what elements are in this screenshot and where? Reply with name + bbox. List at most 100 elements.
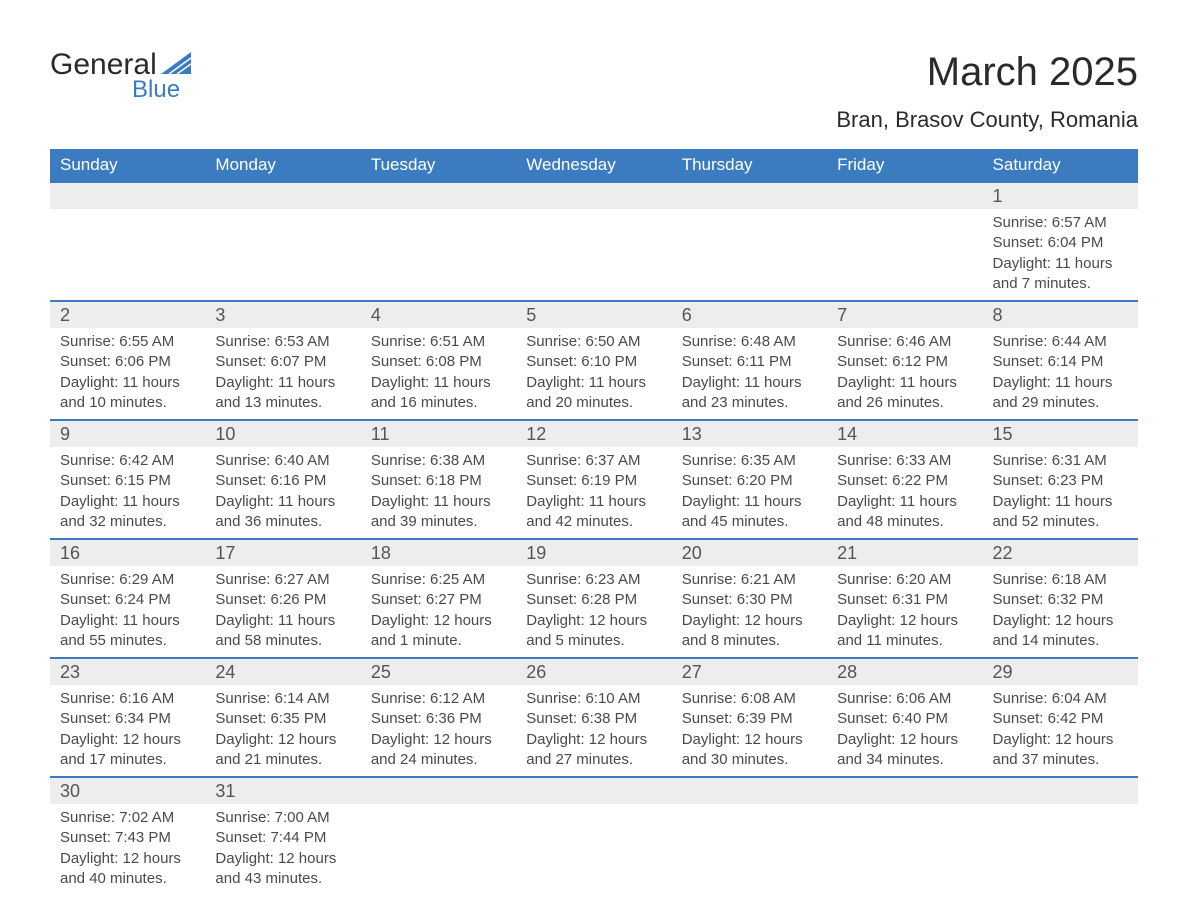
day-number-cell: 25 [361,658,516,685]
day-number-cell [672,182,827,209]
day-header: Sunday [50,149,205,182]
day-d1: Daylight: 12 hours [215,849,350,869]
day-d2: and 36 minutes. [215,512,350,532]
day-sunset: Sunset: 6:38 PM [526,709,661,729]
day-number-cell: 2 [50,301,205,328]
day-header: Monday [205,149,360,182]
day-d2: and 26 minutes. [837,393,972,413]
day-d2: and 43 minutes. [215,869,350,889]
day-number-cell: 7 [827,301,982,328]
day-d2: and 11 minutes. [837,631,972,651]
day-sunset: Sunset: 7:43 PM [60,828,195,848]
day-sunrise: Sunrise: 6:33 AM [837,451,972,471]
day-sunset: Sunset: 6:39 PM [682,709,817,729]
day-sunrise: Sunrise: 6:20 AM [837,570,972,590]
day-sunset: Sunset: 6:26 PM [215,590,350,610]
day-sunrise: Sunrise: 6:57 AM [993,213,1128,233]
daynum-row: 1 [50,182,1138,209]
day-sunrise: Sunrise: 6:08 AM [682,689,817,709]
calendar-table: SundayMondayTuesdayWednesdayThursdayFrid… [50,149,1138,895]
detail-row: Sunrise: 7:02 AMSunset: 7:43 PMDaylight:… [50,804,1138,895]
day-d1: Daylight: 11 hours [215,492,350,512]
day-number-cell [827,182,982,209]
day-d2: and 30 minutes. [682,750,817,770]
day-detail-cell: Sunrise: 6:21 AMSunset: 6:30 PMDaylight:… [672,566,827,658]
day-sunrise: Sunrise: 6:38 AM [371,451,506,471]
day-detail-cell: Sunrise: 6:53 AMSunset: 6:07 PMDaylight:… [205,328,360,420]
day-d1: Daylight: 11 hours [60,492,195,512]
day-d1: Daylight: 11 hours [371,492,506,512]
daynum-row: 3031 [50,777,1138,804]
day-number-cell: 21 [827,539,982,566]
day-sunrise: Sunrise: 6:16 AM [60,689,195,709]
day-number-cell: 24 [205,658,360,685]
day-d2: and 13 minutes. [215,393,350,413]
day-d2: and 23 minutes. [682,393,817,413]
day-detail-cell: Sunrise: 6:51 AMSunset: 6:08 PMDaylight:… [361,328,516,420]
day-d1: Daylight: 12 hours [371,730,506,750]
day-d1: Daylight: 11 hours [993,254,1128,274]
day-sunset: Sunset: 6:15 PM [60,471,195,491]
day-d1: Daylight: 12 hours [526,611,661,631]
day-d2: and 10 minutes. [60,393,195,413]
day-number-cell [361,777,516,804]
day-sunset: Sunset: 6:31 PM [837,590,972,610]
day-detail-cell: Sunrise: 7:02 AMSunset: 7:43 PMDaylight:… [50,804,205,895]
day-number-cell: 3 [205,301,360,328]
month-title: March 2025 [836,50,1138,95]
day-sunset: Sunset: 6:40 PM [837,709,972,729]
day-number-cell: 17 [205,539,360,566]
day-detail-cell: Sunrise: 6:37 AMSunset: 6:19 PMDaylight:… [516,447,671,539]
day-d2: and 1 minute. [371,631,506,651]
day-header: Wednesday [516,149,671,182]
day-detail-cell: Sunrise: 6:16 AMSunset: 6:34 PMDaylight:… [50,685,205,777]
day-d2: and 37 minutes. [993,750,1128,770]
day-number-cell: 15 [983,420,1138,447]
day-number-cell [672,777,827,804]
day-sunrise: Sunrise: 6:48 AM [682,332,817,352]
detail-row: Sunrise: 6:29 AMSunset: 6:24 PMDaylight:… [50,566,1138,658]
day-sunrise: Sunrise: 6:50 AM [526,332,661,352]
day-d1: Daylight: 11 hours [993,373,1128,393]
day-number-cell: 12 [516,420,671,447]
day-sunset: Sunset: 6:36 PM [371,709,506,729]
detail-row: Sunrise: 6:42 AMSunset: 6:15 PMDaylight:… [50,447,1138,539]
day-sunset: Sunset: 6:18 PM [371,471,506,491]
logo: General Blue [50,50,191,104]
day-sunrise: Sunrise: 6:06 AM [837,689,972,709]
day-detail-cell [516,209,671,301]
day-sunrise: Sunrise: 6:35 AM [682,451,817,471]
day-sunset: Sunset: 6:06 PM [60,352,195,372]
day-d2: and 45 minutes. [682,512,817,532]
day-sunrise: Sunrise: 6:51 AM [371,332,506,352]
day-sunset: Sunset: 6:24 PM [60,590,195,610]
day-detail-cell [361,209,516,301]
day-detail-cell: Sunrise: 6:31 AMSunset: 6:23 PMDaylight:… [983,447,1138,539]
day-detail-cell: Sunrise: 6:08 AMSunset: 6:39 PMDaylight:… [672,685,827,777]
day-detail-cell: Sunrise: 6:44 AMSunset: 6:14 PMDaylight:… [983,328,1138,420]
day-d1: Daylight: 11 hours [837,492,972,512]
day-d2: and 21 minutes. [215,750,350,770]
day-d1: Daylight: 12 hours [682,730,817,750]
day-number-cell [516,777,671,804]
calendar-head: SundayMondayTuesdayWednesdayThursdayFrid… [50,149,1138,182]
day-number-cell: 31 [205,777,360,804]
location: Bran, Brasov County, Romania [836,107,1138,133]
day-detail-cell: Sunrise: 6:27 AMSunset: 6:26 PMDaylight:… [205,566,360,658]
day-d2: and 17 minutes. [60,750,195,770]
day-number-cell: 11 [361,420,516,447]
day-d1: Daylight: 12 hours [60,849,195,869]
day-sunset: Sunset: 6:19 PM [526,471,661,491]
day-d2: and 55 minutes. [60,631,195,651]
day-sunrise: Sunrise: 7:02 AM [60,808,195,828]
day-sunset: Sunset: 6:30 PM [682,590,817,610]
day-detail-cell [672,804,827,895]
day-sunset: Sunset: 6:07 PM [215,352,350,372]
day-sunset: Sunset: 6:11 PM [682,352,817,372]
day-sunset: Sunset: 6:16 PM [215,471,350,491]
day-d1: Daylight: 11 hours [60,611,195,631]
day-number-cell: 4 [361,301,516,328]
day-detail-cell: Sunrise: 6:50 AMSunset: 6:10 PMDaylight:… [516,328,671,420]
day-d2: and 34 minutes. [837,750,972,770]
day-sunrise: Sunrise: 6:14 AM [215,689,350,709]
